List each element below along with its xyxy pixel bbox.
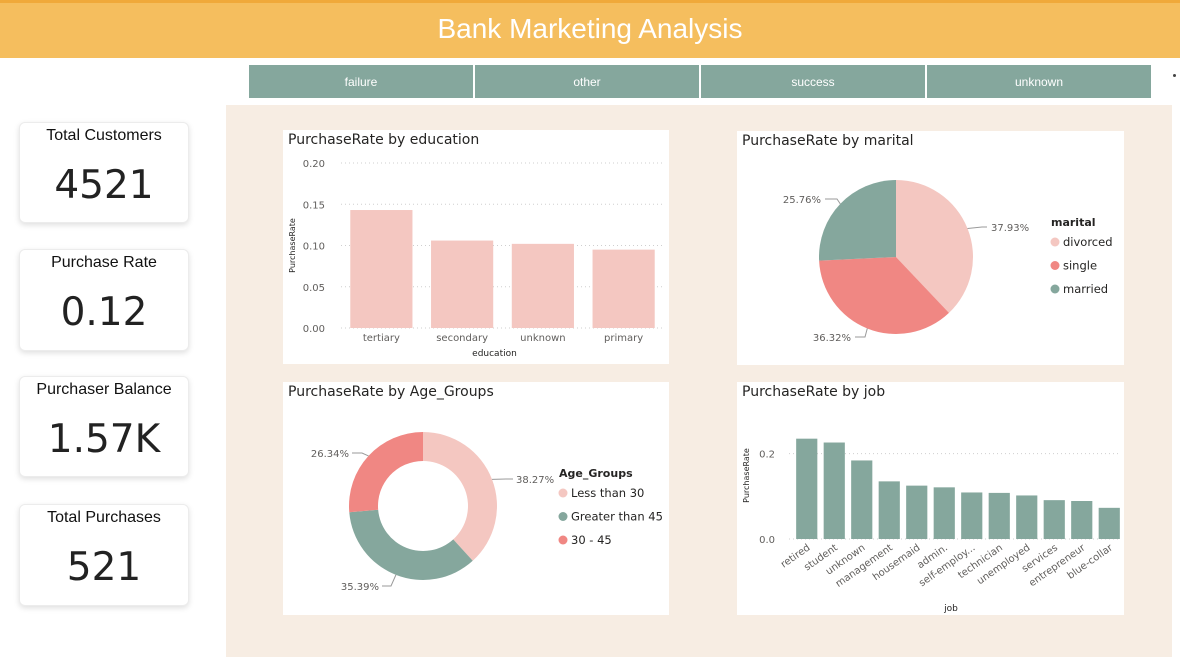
kpi-value: 521	[20, 545, 188, 590]
age-groups-chart-panel[interactable]: PurchaseRate by Age_Groups 38.27% 35.39% 2…	[283, 382, 669, 615]
chart-title: PurchaseRate by Age_Groups	[288, 384, 494, 400]
data-label: 38.27%	[516, 475, 554, 486]
bar	[934, 487, 955, 539]
bar	[851, 460, 872, 539]
page-title: Bank Marketing Analysis	[0, 13, 1180, 45]
data-label: 36.32%	[813, 333, 851, 344]
slicer-item-success[interactable]: success	[701, 65, 927, 98]
poutcome-slicer: failure other success unknown	[249, 65, 1151, 98]
y-axis-label: PurchaseRate	[742, 448, 751, 503]
x-tick-label: tertiary	[363, 333, 400, 344]
pie-slice	[819, 180, 896, 261]
data-label: 35.39%	[341, 582, 379, 593]
legend-item: Less than 30	[571, 486, 644, 500]
kpi-value: 4521	[20, 163, 188, 208]
x-tick-label: unknown	[520, 333, 565, 344]
bar	[989, 493, 1010, 539]
legend-marker	[1051, 238, 1060, 247]
bar	[512, 244, 574, 328]
y-axis-label: PurchaseRate	[288, 218, 297, 273]
header-bar: Bank Marketing Analysis	[0, 0, 1180, 58]
kpi-label: Total Purchases	[20, 509, 188, 527]
bar	[824, 443, 845, 539]
data-label: 37.93%	[991, 223, 1029, 234]
y-tick-label: 0.05	[303, 283, 325, 294]
y-tick-label: 0.00	[303, 324, 325, 335]
kpi-card-total-customers: Total Customers 4521	[19, 122, 189, 223]
bar	[1099, 508, 1120, 539]
x-tick-label: primary	[604, 333, 643, 344]
bar	[1044, 500, 1065, 539]
bar	[906, 486, 927, 539]
legend-title: marital	[1051, 216, 1096, 229]
kpi-value: 0.12	[20, 290, 188, 335]
job-chart-panel[interactable]: PurchaseRate by job 0.2 0.0 retired student…	[737, 382, 1124, 615]
more-options-dot[interactable]	[1173, 74, 1176, 77]
bar	[350, 210, 412, 328]
chart-title: PurchaseRate by education	[288, 132, 479, 148]
legend-item: Greater than 45	[571, 510, 663, 524]
leader-line	[825, 199, 840, 204]
bar	[593, 250, 655, 328]
kpi-label: Purchase Rate	[20, 254, 188, 272]
bar	[1071, 501, 1092, 539]
y-tick-label: 0.15	[303, 200, 325, 211]
job-bar-chart: 0.20.0retiredstudentunknownmanagementhou…	[737, 382, 1124, 615]
legend-marker	[1051, 285, 1060, 294]
age-groups-donut-chart: 38.27% 35.39% 26.34% Age_Groups Less than 30…	[283, 382, 669, 615]
education-chart-panel[interactable]: PurchaseRate by education 0.20 0.15 0.10 0.…	[283, 130, 669, 364]
legend-item: 30 - 45	[571, 533, 612, 547]
legend-title: Age_Groups	[559, 467, 633, 480]
chart-title: PurchaseRate by marital	[742, 133, 914, 149]
kpi-card-total-purchases: Total Purchases 521	[19, 504, 189, 606]
x-tick-label: secondary	[436, 333, 488, 344]
y-tick-label: 0.2	[759, 450, 775, 461]
leader-line	[352, 453, 369, 456]
data-label: 25.76%	[783, 195, 821, 206]
leader-line	[382, 575, 396, 586]
bar	[796, 439, 817, 539]
legend-marker	[559, 512, 568, 521]
data-label: 26.34%	[311, 449, 349, 460]
x-axis-label: job	[943, 604, 958, 614]
legend-marker	[559, 536, 568, 545]
legend-item: married	[1063, 282, 1108, 296]
kpi-value: 1.57K	[20, 417, 188, 462]
legend-item: divorced	[1063, 235, 1113, 249]
education-bar-chart: 0.20 0.15 0.10 0.05 0.00 tertiary secondary unk…	[283, 130, 669, 364]
legend-marker	[1051, 261, 1060, 270]
bar	[1016, 495, 1037, 539]
kpi-card-purchase-rate: Purchase Rate 0.12	[19, 249, 189, 351]
chart-title: PurchaseRate by job	[742, 384, 885, 400]
slicer-item-other[interactable]: other	[475, 65, 701, 98]
leader-line	[968, 227, 987, 228]
y-tick-label: 0.0	[759, 535, 775, 546]
kpi-card-purchaser-balance: Purchaser Balance 1.57K	[19, 376, 189, 477]
legend-item: single	[1063, 259, 1097, 273]
y-tick-label: 0.10	[303, 242, 325, 253]
slicer-item-failure[interactable]: failure	[249, 65, 475, 98]
x-axis-label: education	[472, 349, 517, 359]
bar	[961, 492, 982, 539]
legend-marker	[559, 489, 568, 498]
pie-slice	[349, 510, 472, 580]
kpi-label: Total Customers	[20, 127, 188, 145]
y-tick-label: 0.20	[303, 159, 325, 170]
pie-slice	[423, 432, 497, 561]
marital-chart-panel[interactable]: PurchaseRate by marital 37.93% 36.32% 25.7…	[737, 131, 1124, 365]
pie-slice	[349, 432, 423, 512]
bar	[431, 241, 493, 328]
marital-pie-chart: 37.93% 36.32% 25.76% marital divorced single m…	[737, 131, 1124, 365]
bar	[879, 481, 900, 539]
slicer-item-unknown[interactable]: unknown	[927, 65, 1151, 98]
kpi-label: Purchaser Balance	[20, 381, 188, 399]
leader-line	[855, 328, 867, 337]
